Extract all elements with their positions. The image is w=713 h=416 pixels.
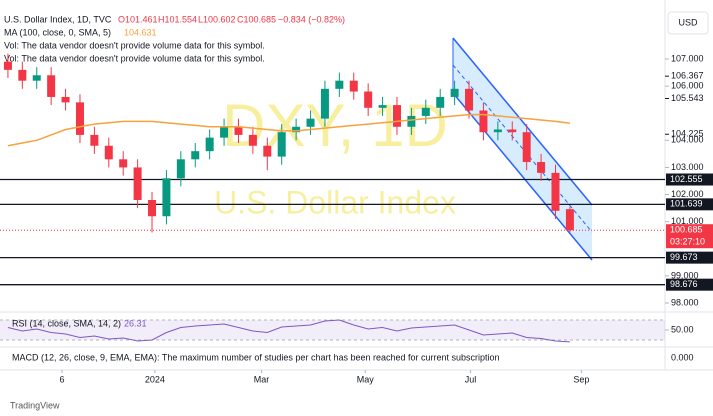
title: U.S. Dollar Index, 1D, TVC <box>4 14 112 24</box>
level-label: 101.639 <box>670 199 703 209</box>
candle-body <box>537 162 546 173</box>
y-tick-label: 98.000 <box>671 297 699 307</box>
level-label: 99.673 <box>670 252 698 262</box>
candle-body <box>263 145 272 157</box>
candle-body <box>392 105 401 127</box>
indicator-title: RSI (14, close, SMA, 14, 2) <box>12 318 121 328</box>
x-tick-label: May <box>357 374 375 384</box>
candle-body <box>162 178 171 217</box>
rsi-line <box>7 319 570 343</box>
y-tick-label: 0.000 <box>671 352 694 362</box>
candle-body <box>18 69 27 81</box>
note: Vol: The data vendor doesn't provide vol… <box>4 53 265 63</box>
change: −0.834 (−0.82%) <box>278 14 345 24</box>
indicator-title: MACD (12, 26, close, 9, EMA, EMA): The m… <box>12 352 500 362</box>
x-tick-label: Mar <box>254 374 270 384</box>
y-tick-label: 101.000 <box>671 216 704 226</box>
y-tick-label: 102.000 <box>671 189 704 199</box>
candle-body <box>306 118 315 127</box>
candle-body <box>90 134 99 146</box>
y-tick-label: 107.000 <box>671 53 704 63</box>
rsi-band <box>0 320 665 340</box>
level-box <box>666 251 713 264</box>
ohlc-label: L100.602 <box>198 14 236 24</box>
level-box <box>666 173 713 186</box>
candle-body <box>349 80 358 92</box>
axis-marker-label: 104.225 <box>671 129 704 139</box>
candle-body <box>522 132 531 163</box>
candle-body <box>421 107 430 116</box>
level-label: 102.555 <box>670 174 703 184</box>
channel-lower <box>452 92 593 261</box>
candle-body <box>148 199 157 217</box>
y-tick-label: 106.000 <box>671 80 704 90</box>
candle-body <box>133 167 142 200</box>
candle-body <box>248 134 257 146</box>
axis-marker-label: 105.543 <box>671 93 704 103</box>
ma-name: MA (100, close, 0, SMA, 5) <box>4 27 111 37</box>
candle-body <box>32 75 41 81</box>
indicator-value: 26.31 <box>124 318 147 328</box>
note: Vol: The data vendor doesn't provide vol… <box>4 40 265 50</box>
y-tick-label: 50.00 <box>671 324 694 334</box>
candle-body <box>378 105 387 108</box>
candle-body <box>465 88 474 111</box>
ohlc-label: H101.554 <box>158 14 197 24</box>
x-tick-label: Jul <box>465 374 477 384</box>
candle-body <box>335 80 344 89</box>
candle-body <box>47 75 56 97</box>
last-price-label: 100.685 <box>670 225 703 235</box>
x-tick-label: Sep <box>573 374 589 384</box>
candle-body <box>191 151 200 160</box>
countdown: 03:27:10 <box>670 237 705 247</box>
candle-body <box>450 88 459 97</box>
candle-body <box>479 110 488 133</box>
footer-logo: TradingView <box>10 400 60 410</box>
level-box <box>666 198 713 211</box>
currency[interactable]: USD <box>678 17 698 27</box>
candle-body <box>205 137 214 152</box>
candle-body <box>493 129 502 133</box>
candle-body <box>551 172 560 211</box>
candle-body <box>508 129 517 133</box>
candle-body <box>277 132 286 157</box>
ma-line <box>7 113 570 147</box>
candle-body <box>234 126 243 135</box>
candle-body <box>407 115 416 127</box>
channel-mid <box>452 64 593 233</box>
channel-upper <box>452 37 593 206</box>
y-tick-label: 99.000 <box>671 270 699 280</box>
level-label: 98.676 <box>670 279 698 289</box>
y-tick-label: 104.000 <box>671 135 704 145</box>
y-tick-label: 103.000 <box>671 162 704 172</box>
ohlc-label: O101.461 <box>118 14 158 24</box>
ohlc-label: C100.685 <box>237 14 276 24</box>
candle-body <box>320 88 329 119</box>
candle-body <box>119 159 128 168</box>
candle-body <box>364 91 373 108</box>
candle-body <box>75 102 84 135</box>
x-tick-label: 6 <box>59 374 64 384</box>
last-price-box <box>666 224 713 249</box>
candle-body <box>220 126 229 138</box>
candle-body <box>176 159 185 179</box>
candle-body <box>565 209 574 231</box>
watermark-name: U.S. Dollar Index <box>214 184 456 220</box>
candle-body <box>3 61 12 70</box>
candle-body <box>61 96 70 103</box>
x-tick-label: 2024 <box>145 374 165 384</box>
level-box <box>666 278 713 291</box>
watermark: DXY, 1D U.S. Dollar Index <box>214 92 456 221</box>
candle-body <box>436 96 445 108</box>
candle-body <box>292 126 301 133</box>
ma-value: 104.631 <box>124 27 157 37</box>
axis-marker-label: 106.367 <box>671 71 704 81</box>
candle-body <box>104 145 113 160</box>
currency-button[interactable] <box>667 11 709 35</box>
